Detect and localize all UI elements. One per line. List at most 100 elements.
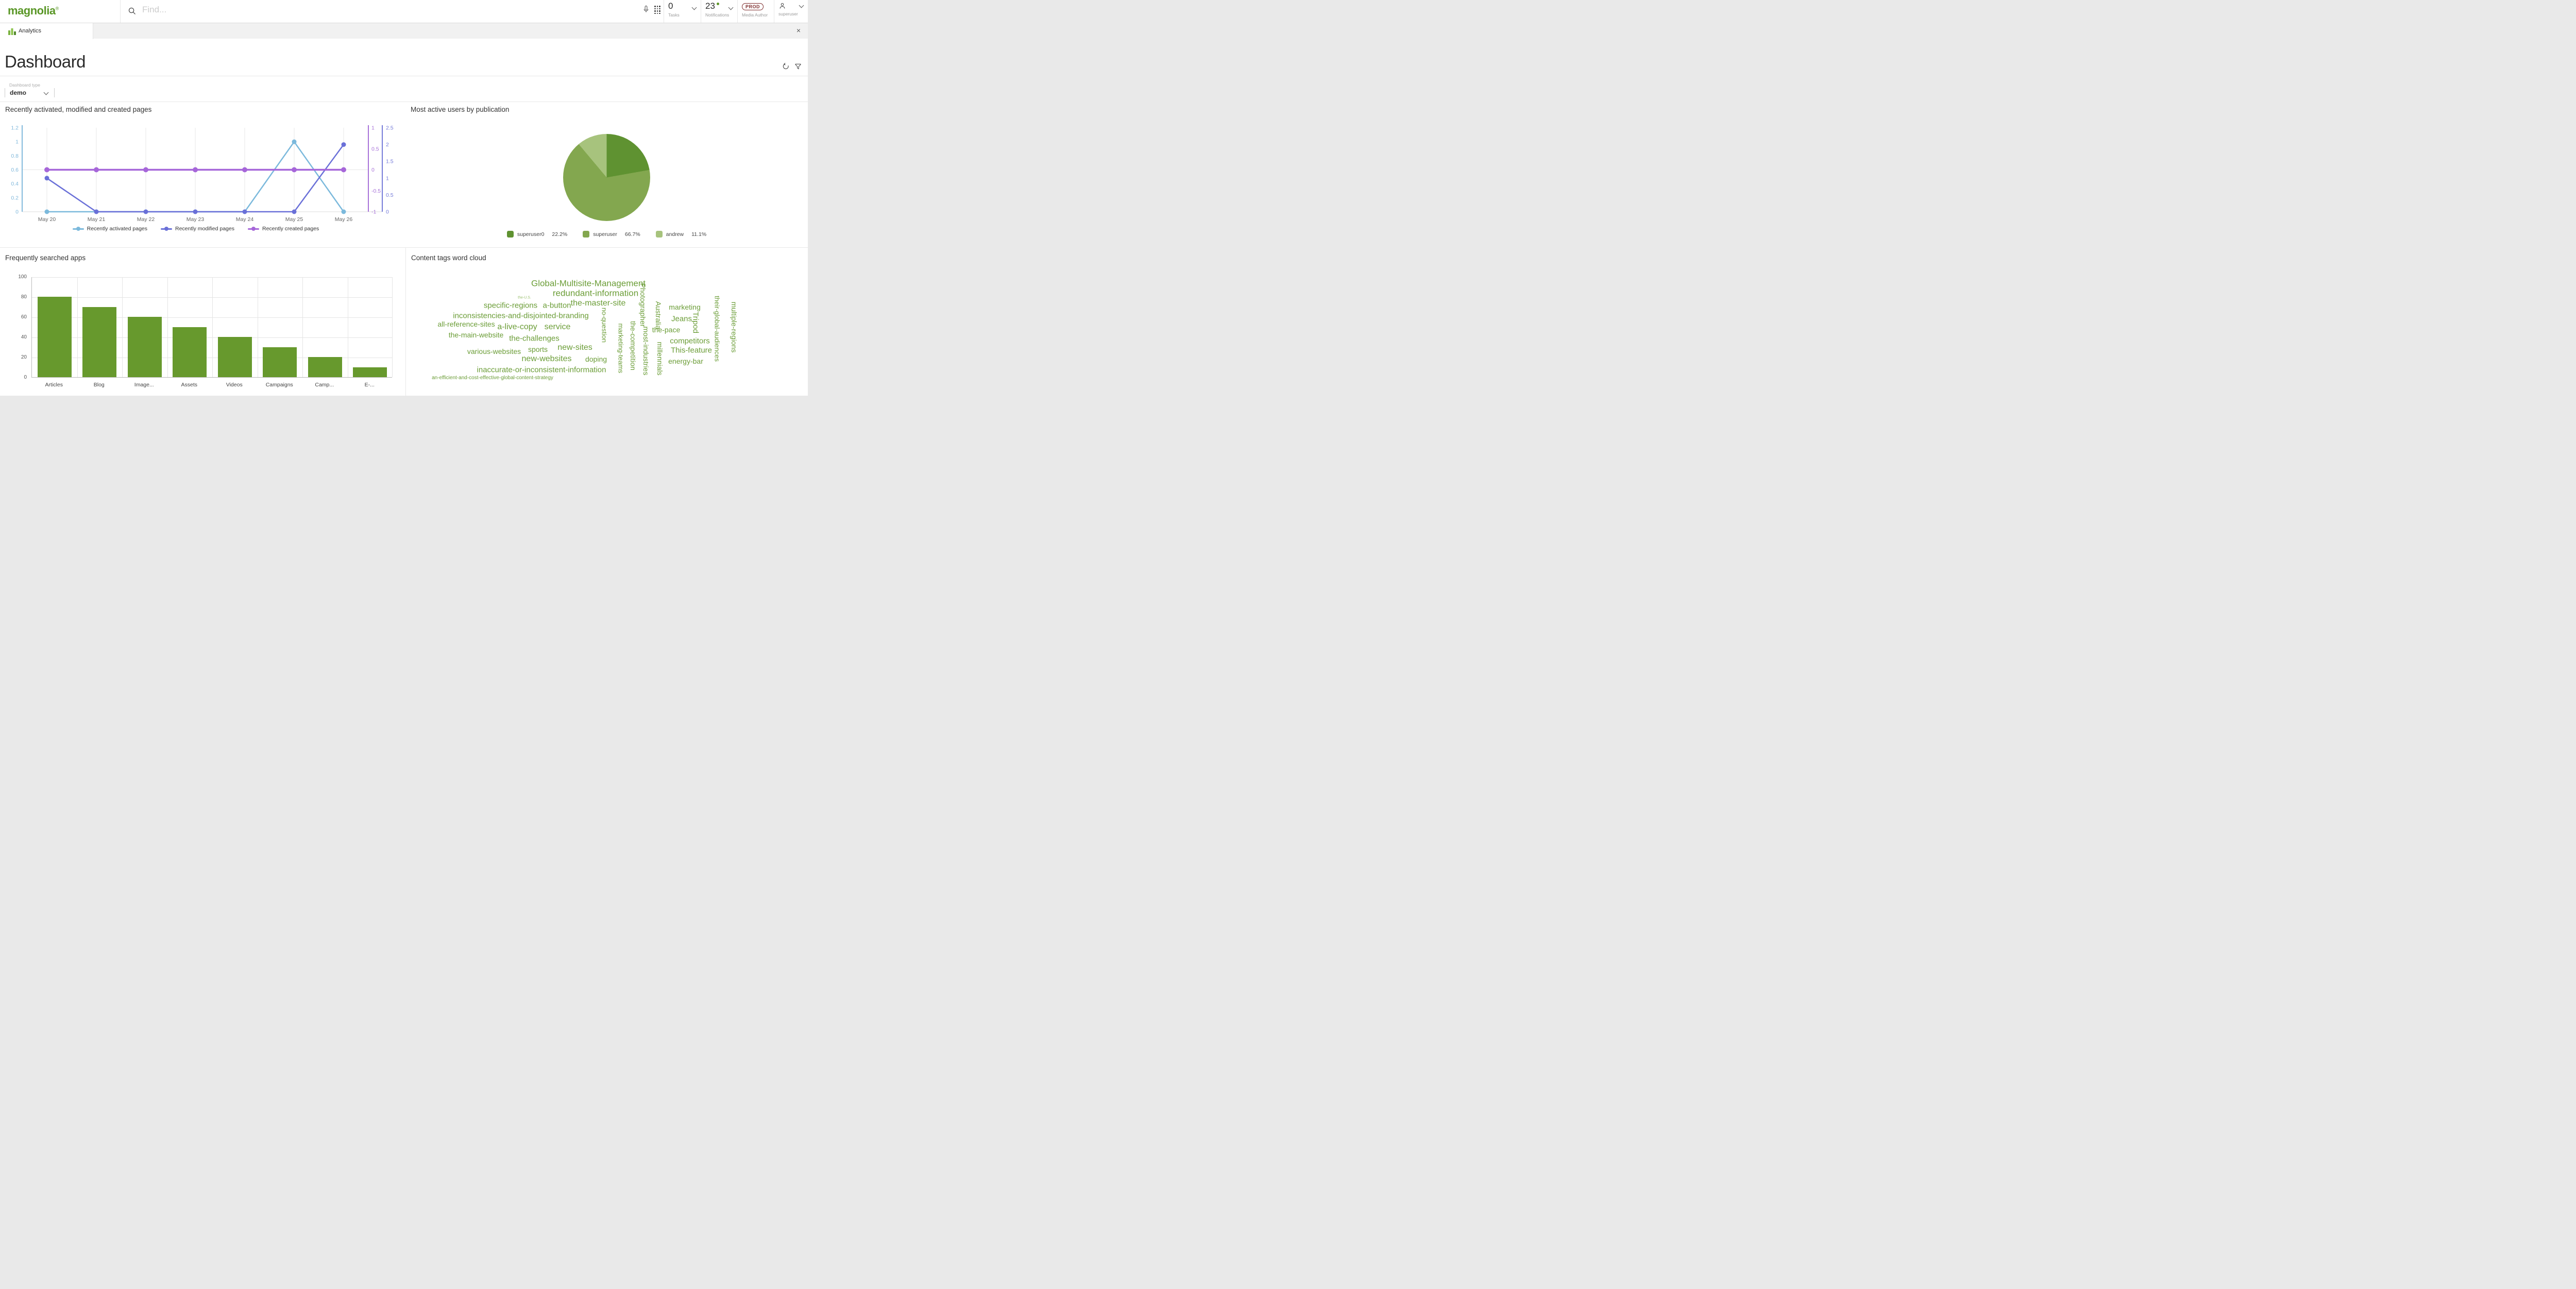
- gridline-vertical: [392, 277, 393, 377]
- bar-Assets[interactable]: [173, 327, 207, 377]
- microphone-icon[interactable]: [642, 5, 650, 14]
- data-point: [341, 142, 346, 147]
- tag-word: energy-bar: [668, 357, 703, 365]
- data-point: [44, 176, 49, 181]
- bar-E-...[interactable]: [353, 367, 387, 377]
- tab-bar: Analytics ×: [0, 23, 808, 39]
- tasks-cell[interactable]: 0 Tasks: [664, 0, 701, 23]
- tag-word: marketing-teams: [617, 323, 625, 374]
- axis-tick-label: 0.4: [11, 181, 19, 187]
- user-label: superuser: [778, 11, 798, 16]
- legend-item[interactable]: Recently activated pages: [72, 226, 147, 232]
- legend-item[interactable]: Recently created pages: [247, 226, 319, 232]
- legend-marker: [247, 227, 259, 231]
- search-input[interactable]: [141, 4, 401, 15]
- bar-Image...[interactable]: [127, 317, 162, 377]
- refresh-icon[interactable]: [782, 63, 789, 70]
- tag-word: most-industries: [642, 326, 650, 376]
- axis-tick-label: 2: [386, 142, 389, 148]
- data-point: [193, 167, 198, 173]
- tag-word: inconsistencies-and-disjointed-branding: [453, 311, 589, 320]
- tag-word: Australia: [654, 301, 663, 330]
- global-search: [120, 0, 643, 23]
- tag-word: inaccurate-or-inconsistent-information: [477, 365, 606, 375]
- tag-word: competitors: [670, 336, 710, 346]
- tag-word: a-live-copy: [497, 323, 537, 331]
- panel-divider-horizontal: [0, 247, 808, 248]
- user-cell[interactable]: superuser: [774, 0, 808, 23]
- legend-marker: [72, 227, 84, 231]
- axis-tick-label: -0.5: [371, 188, 381, 194]
- chevron-down-icon: [43, 90, 49, 95]
- legend-item[interactable]: superuser 66.7%: [583, 231, 640, 238]
- notifications-count: 23: [705, 2, 733, 11]
- data-point: [193, 209, 198, 214]
- tag-word: their-global-audiences: [713, 296, 721, 362]
- divider: [0, 101, 808, 102]
- x-axis-label: May 21: [88, 216, 106, 223]
- legend-marker: [161, 227, 172, 231]
- axis-tick-label: 0.8: [11, 153, 19, 159]
- y-axis-label: 20: [21, 354, 27, 360]
- bar-Blog[interactable]: [82, 307, 117, 377]
- app-launcher-grid-icon[interactable]: [654, 6, 662, 15]
- tag-word: doping: [585, 355, 607, 363]
- axis-tick-label: 0: [15, 209, 19, 215]
- tag-word: specific-regions: [483, 301, 538, 310]
- bar-Campaigns[interactable]: [263, 347, 297, 377]
- axis-tick-label: 0.6: [11, 167, 19, 173]
- axis-tick-label: 1: [386, 175, 389, 181]
- legend-item[interactable]: superuser0 22.2%: [506, 231, 567, 238]
- tag-word: Tripod: [691, 312, 700, 333]
- data-point: [242, 209, 247, 214]
- data-point: [242, 167, 247, 173]
- filter-funnel-icon[interactable]: [794, 63, 802, 70]
- environment-label: Media Author: [742, 12, 768, 18]
- registered-mark: ®: [55, 6, 59, 11]
- tag-word: new-websites: [521, 354, 572, 363]
- x-axis-label: Campaigns: [265, 382, 293, 388]
- pie-chart[interactable]: [563, 134, 650, 221]
- dashboard-type-label: Dashboard type: [9, 82, 41, 88]
- axis-tick-label: 1: [371, 125, 375, 131]
- legend-item[interactable]: andrew 11.1%: [655, 231, 706, 238]
- data-point: [292, 209, 297, 214]
- bar-Videos[interactable]: [217, 337, 252, 377]
- topbar-quick-icons: [642, 0, 662, 27]
- legend-percentage: 66.7%: [624, 231, 640, 238]
- gridline-horizontal: [32, 297, 392, 298]
- tab-analytics[interactable]: Analytics: [0, 23, 93, 39]
- x-axis-label: Camp...: [315, 382, 334, 388]
- bar-Camp...[interactable]: [308, 357, 342, 377]
- panel-divider-vertical: [405, 101, 406, 396]
- notifications-cell[interactable]: 23 Notifications: [701, 0, 737, 23]
- gridline-vertical: [212, 277, 213, 377]
- notifications-label: Notifications: [705, 12, 730, 18]
- axis-tick-label: 0: [386, 209, 389, 215]
- legend-label: Recently modified pages: [175, 226, 234, 232]
- axis-tick-label: 0.5: [386, 192, 394, 198]
- axis-tick-label: 1: [15, 139, 19, 145]
- data-point: [44, 209, 49, 214]
- panel-title: Content tags word cloud: [411, 254, 486, 262]
- tag-word: the-competition: [629, 321, 637, 370]
- legend-label: superuser: [593, 231, 617, 238]
- close-icon[interactable]: ×: [796, 26, 801, 35]
- x-axis-label: May 22: [137, 216, 155, 223]
- environment-cell: PROD Media Author: [737, 0, 774, 23]
- y-axis-label: 0: [24, 375, 27, 380]
- panel-title: Recently activated, modified and created…: [5, 106, 152, 113]
- data-point: [143, 209, 148, 214]
- dashboard-type-select[interactable]: demo: [5, 88, 55, 97]
- data-point: [341, 167, 346, 173]
- tag-word: This-feature: [670, 346, 713, 355]
- legend-item[interactable]: Recently modified pages: [161, 226, 234, 232]
- bar-Articles[interactable]: [37, 297, 72, 377]
- magnolia-logo: magnolia®: [8, 4, 59, 17]
- tag-word: the-pace: [652, 326, 681, 334]
- line-chart: 0 0.2 0.4 0.6 0.8 1 1.2 -1 -0.5 0 0.5 1 0 0.5 1 1.5 2 2.5…: [11, 125, 394, 223]
- top-bar: magnolia® 0 Tasks 23 Notifications: [0, 0, 808, 23]
- word-cloud: Global-Multisite-Management redundant-inf…: [406, 248, 808, 396]
- tag-word: the-challenges: [509, 334, 560, 343]
- tag-word: service: [544, 323, 571, 331]
